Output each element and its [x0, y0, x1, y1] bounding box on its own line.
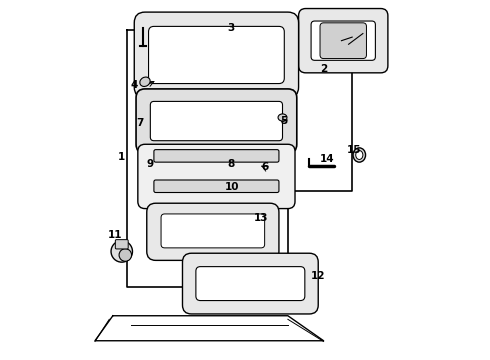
FancyBboxPatch shape — [150, 102, 283, 141]
Text: 1: 1 — [118, 152, 125, 162]
Text: 3: 3 — [227, 23, 234, 33]
Text: 12: 12 — [311, 271, 325, 282]
Text: 9: 9 — [147, 159, 154, 169]
Text: 11: 11 — [107, 230, 122, 240]
FancyBboxPatch shape — [311, 21, 375, 60]
Text: 6: 6 — [261, 162, 268, 172]
Text: 2: 2 — [320, 64, 327, 74]
Text: 8: 8 — [227, 159, 234, 169]
Text: 7: 7 — [136, 118, 143, 128]
FancyBboxPatch shape — [115, 240, 128, 249]
Text: 15: 15 — [347, 145, 361, 155]
Ellipse shape — [140, 77, 150, 86]
FancyBboxPatch shape — [196, 267, 305, 301]
Ellipse shape — [119, 249, 132, 261]
FancyBboxPatch shape — [136, 89, 297, 153]
Text: 4: 4 — [130, 80, 138, 90]
Ellipse shape — [278, 114, 287, 121]
FancyBboxPatch shape — [134, 12, 298, 98]
Text: 10: 10 — [225, 182, 240, 192]
FancyBboxPatch shape — [182, 253, 318, 314]
FancyBboxPatch shape — [147, 203, 279, 260]
FancyBboxPatch shape — [148, 26, 284, 84]
Ellipse shape — [353, 148, 366, 162]
Text: 13: 13 — [254, 212, 269, 222]
FancyBboxPatch shape — [154, 180, 279, 193]
Text: 5: 5 — [281, 116, 288, 126]
Ellipse shape — [356, 150, 363, 159]
FancyBboxPatch shape — [154, 150, 279, 162]
FancyBboxPatch shape — [298, 9, 388, 73]
Ellipse shape — [111, 241, 132, 262]
FancyBboxPatch shape — [320, 23, 367, 59]
Text: 14: 14 — [320, 154, 335, 163]
FancyBboxPatch shape — [161, 214, 265, 248]
FancyBboxPatch shape — [138, 144, 295, 208]
